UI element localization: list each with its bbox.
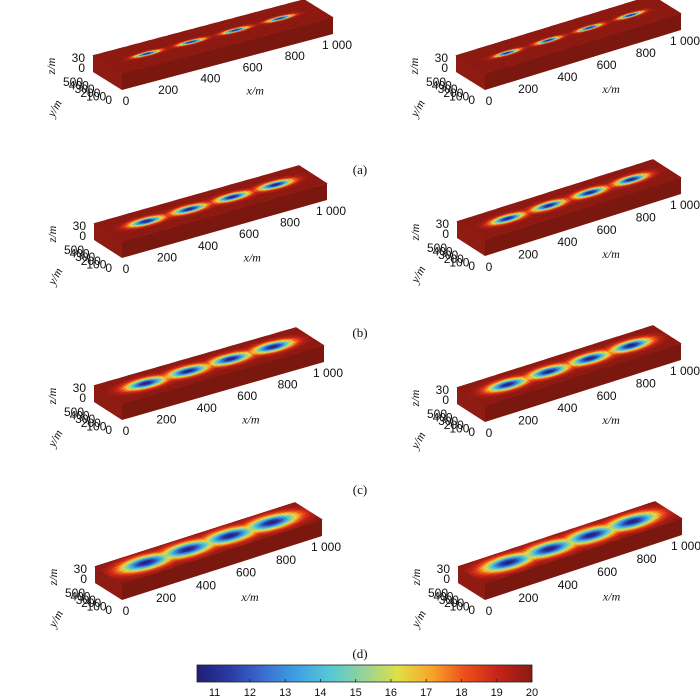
y-tick-label: 0 [468,93,475,107]
z-axis-label: z/m [407,57,421,75]
z-tick-label: 30 [72,51,86,65]
x-tick-label: 800 [285,49,305,63]
z-tick-label: 30 [435,51,449,65]
x-tick-label: 600 [243,60,263,74]
x-tick-label: 1 000 [322,38,352,52]
z-axis-label: z/m [44,57,58,75]
x-tick-label: 0 [123,94,130,108]
y-tick-label: 500 [426,75,446,89]
y-axis-label: y/m [44,97,65,120]
x-tick-label: 200 [518,82,538,96]
y-tick-label: 500 [63,75,83,89]
x-tick-label: 600 [597,58,617,72]
x-tick-label: 400 [557,70,577,84]
x-tick-label: 0 [486,94,493,108]
x-tick-label: 800 [636,46,656,60]
x-axis-label: x/m [601,82,620,96]
x-axis-label: x/m [246,84,265,98]
x-tick-label: 200 [158,83,178,97]
y-tick-label: 0 [105,93,112,107]
x-tick-label: 400 [200,72,220,86]
y-axis-label: y/m [407,97,428,120]
x-tick-label: 1 000 [670,34,700,48]
